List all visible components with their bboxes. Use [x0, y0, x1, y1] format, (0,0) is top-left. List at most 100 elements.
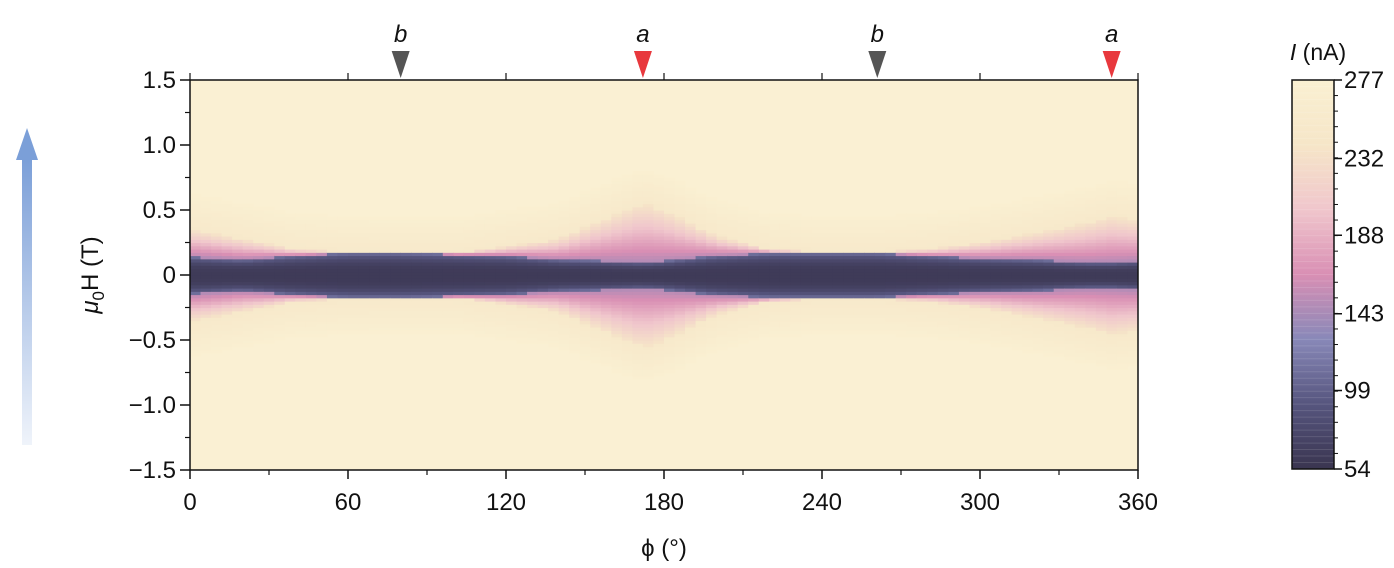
heatmap-cell — [716, 219, 728, 224]
heatmap-cell — [358, 236, 370, 240]
heatmap-cell — [274, 265, 286, 270]
heatmap-cell — [558, 219, 570, 224]
heatmap-cell — [369, 291, 381, 296]
heatmap-cell — [685, 281, 697, 286]
heatmap-cell — [474, 245, 486, 250]
heatmap-cell — [695, 317, 707, 322]
heatmap-cell — [242, 304, 254, 309]
heatmap-cell — [948, 249, 960, 253]
heatmap-cell — [632, 314, 644, 318]
heatmap-cell — [695, 255, 707, 260]
heatmap-cell — [779, 258, 791, 263]
heatmap-cell — [579, 288, 591, 292]
heatmap-cell — [632, 291, 644, 296]
heatmap-cell — [706, 252, 718, 257]
heatmap-cell — [1011, 291, 1023, 296]
heatmap-cell — [832, 265, 844, 270]
heatmap-cell — [664, 359, 676, 364]
heatmap-cell — [800, 232, 813, 237]
heatmap-cell — [432, 304, 444, 309]
heatmap-cell — [190, 307, 202, 312]
heatmap-cell — [432, 229, 444, 234]
heatmap-cell — [853, 307, 865, 312]
heatmap-cell — [453, 245, 465, 250]
heatmap-cell — [758, 330, 770, 335]
heatmap-cell — [864, 288, 876, 292]
heatmap-cell — [685, 356, 697, 361]
heatmap-cell — [221, 330, 233, 335]
heatmap-cell — [200, 327, 212, 331]
heatmap-cell — [916, 242, 928, 247]
heatmap-cell — [200, 213, 212, 218]
heatmap-cell — [600, 236, 612, 240]
heatmap-cell — [548, 232, 560, 237]
heatmap-cell — [1022, 340, 1034, 344]
heatmap-cell — [1022, 323, 1034, 328]
heatmap-cell — [284, 242, 296, 247]
heatmap-cell — [190, 343, 202, 348]
heatmap-cell — [832, 310, 844, 315]
heatmap-cell — [853, 314, 865, 318]
heatmap-cell — [727, 314, 739, 318]
heatmap-cell — [1085, 291, 1097, 296]
heatmap-cell — [1043, 314, 1055, 318]
heatmap-cell — [358, 281, 370, 286]
heatmap-cell — [411, 239, 423, 244]
heatmap-cell — [200, 349, 212, 354]
heatmap-cell — [632, 304, 644, 309]
heatmap-cell — [548, 245, 560, 250]
heatmap-cell — [864, 307, 876, 312]
heatmap-cell — [969, 223, 981, 227]
heatmap-cell — [1022, 249, 1034, 253]
heatmap-cell — [569, 307, 581, 312]
heatmap-cell — [937, 265, 949, 270]
heatmap-cell — [453, 216, 465, 221]
heatmap-cell — [685, 317, 697, 322]
heatmap-cell — [400, 245, 412, 250]
heatmap-cell — [653, 275, 665, 279]
heatmap-cell — [579, 314, 591, 318]
heatmap-cell — [1116, 180, 1129, 185]
heatmap-cell — [611, 255, 623, 260]
heatmap-cell — [832, 258, 844, 263]
heatmap-cell — [716, 327, 728, 331]
heatmap-cell — [1074, 249, 1086, 253]
heatmap-cell — [727, 310, 739, 315]
heatmap-cell — [211, 323, 223, 328]
heatmap-cell — [579, 236, 591, 240]
heatmap-cell — [1106, 323, 1118, 328]
heatmap-cell — [843, 281, 855, 286]
heatmap-cell — [716, 249, 728, 253]
heatmap-cell — [990, 223, 1002, 227]
heatmap-cell — [1095, 226, 1107, 231]
heatmap-cell — [200, 307, 212, 312]
heatmap-cell — [463, 262, 475, 266]
heatmap-cell — [190, 268, 202, 273]
heatmap-cell — [421, 255, 433, 260]
heatmap-cell — [579, 297, 591, 302]
heatmap-cell — [790, 330, 802, 335]
heatmap-cell — [569, 320, 581, 325]
heatmap-cell — [653, 245, 665, 250]
heatmap-cell — [284, 265, 296, 270]
heatmap-cell — [411, 320, 423, 325]
heatmap-cell — [211, 327, 223, 331]
heatmap-cell — [1011, 219, 1023, 224]
heatmap-cell — [274, 216, 286, 221]
heatmap-cell — [1001, 301, 1013, 305]
heatmap-cell — [632, 210, 644, 214]
heatmap-cell — [537, 268, 549, 273]
heatmap-cell — [200, 288, 212, 292]
heatmap-cell — [832, 284, 844, 289]
heatmap-cell — [379, 307, 391, 312]
heatmap-cell — [590, 336, 602, 341]
heatmap-cell — [579, 356, 591, 361]
heatmap-cell — [1127, 258, 1138, 263]
heatmap-cell — [527, 213, 539, 218]
heatmap-cell — [579, 333, 591, 338]
heatmap-cell — [190, 210, 202, 214]
heatmap-cell — [316, 275, 328, 279]
heatmap-cell — [263, 258, 275, 263]
heatmap-cell — [421, 252, 433, 257]
heatmap-cell — [579, 278, 591, 283]
